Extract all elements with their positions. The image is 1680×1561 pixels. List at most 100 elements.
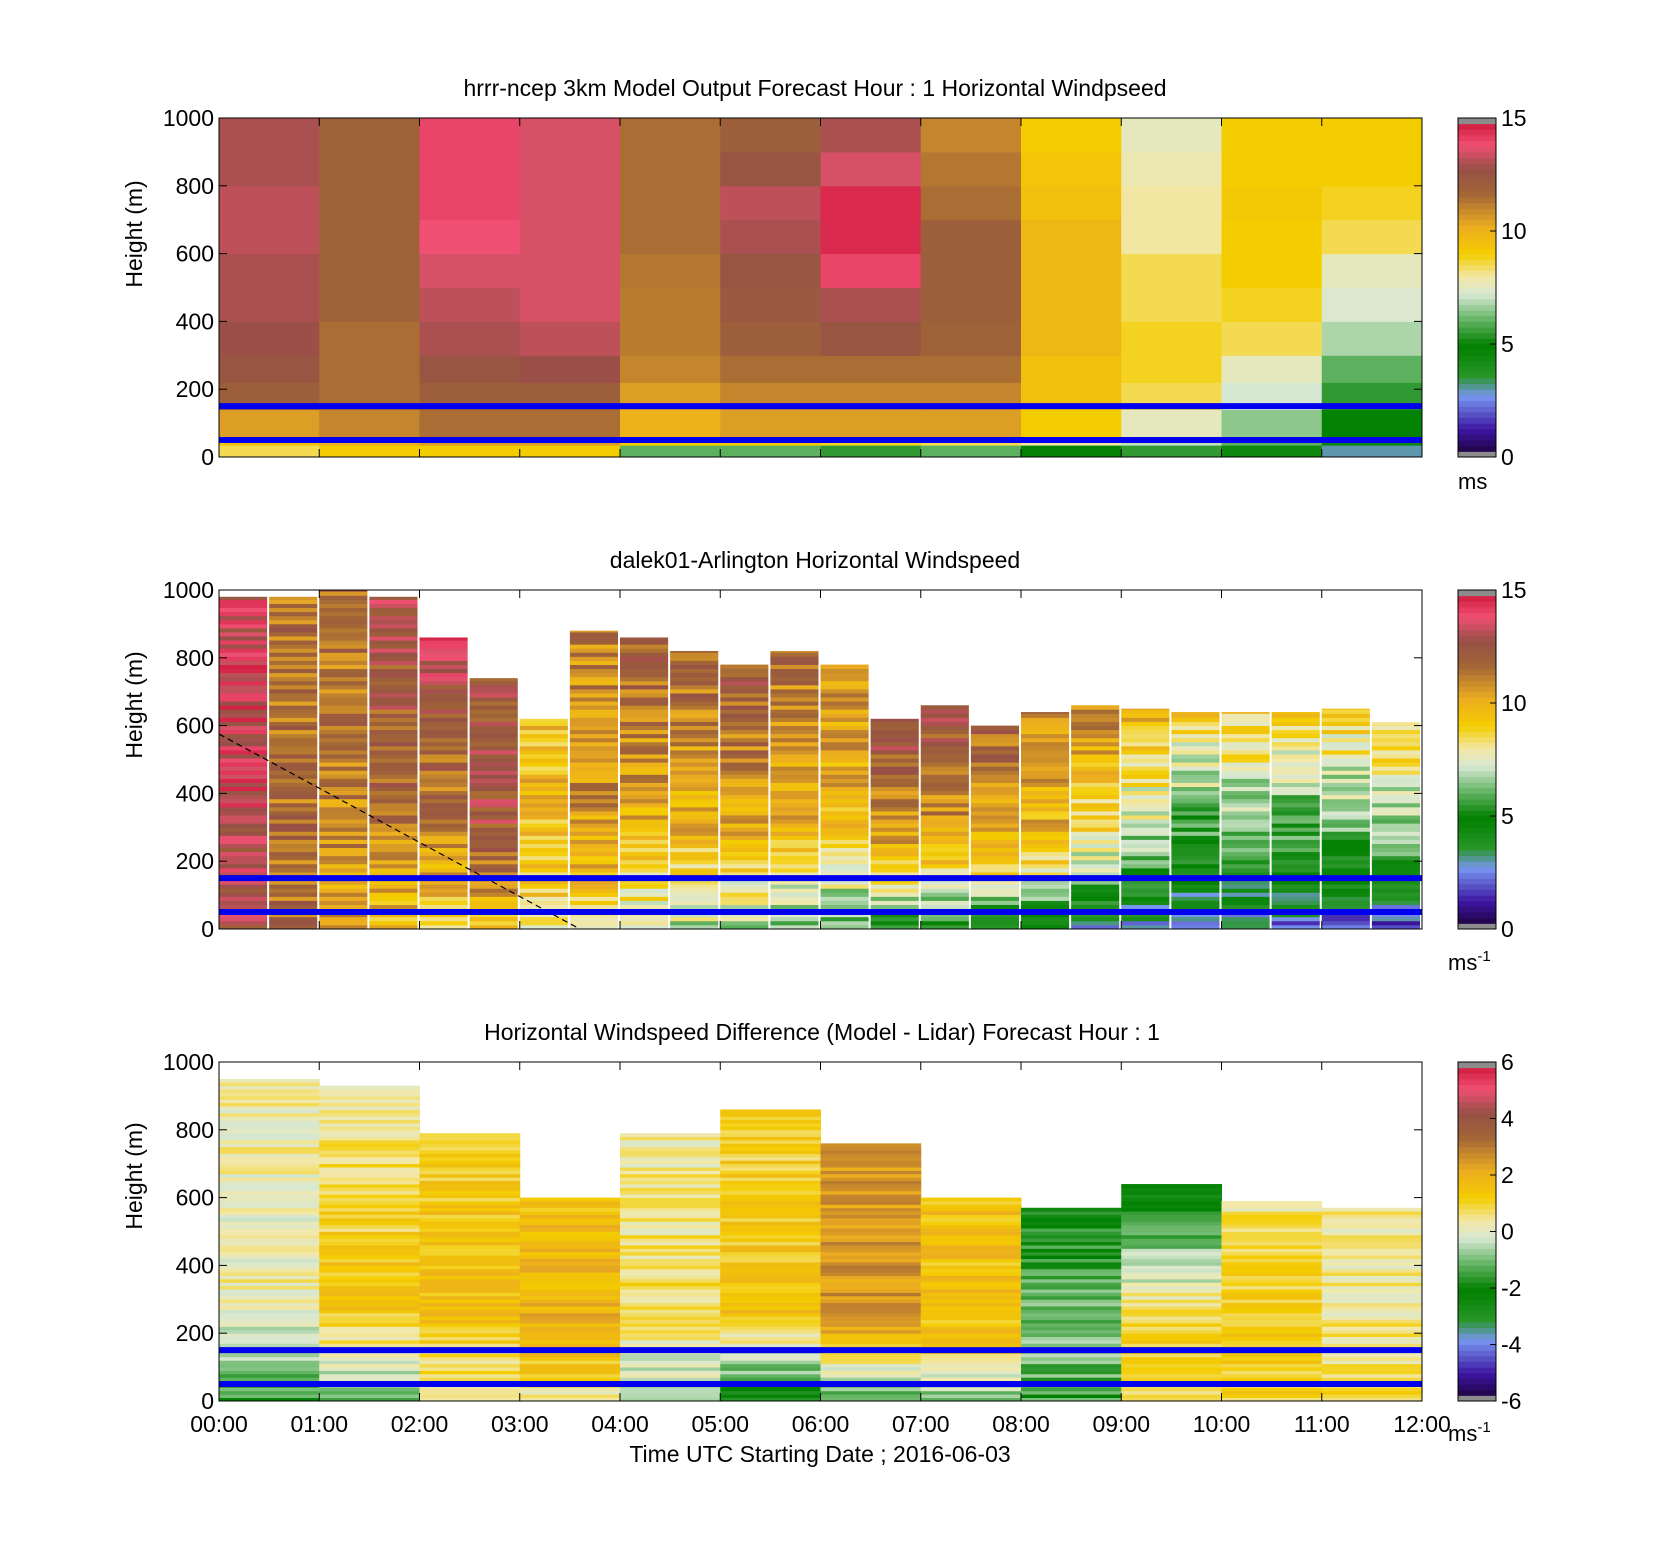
- heatmap-cell: [620, 750, 669, 755]
- heatmap-cell: [620, 1214, 721, 1219]
- colorbar-segment: [1458, 310, 1496, 317]
- heatmap-cell: [219, 1360, 320, 1365]
- colorbar-segment: [1458, 327, 1496, 334]
- heatmap-cell: [1171, 859, 1220, 865]
- heatmap-cell: [219, 827, 268, 832]
- heatmap-cell: [319, 1295, 420, 1300]
- heatmap-cell: [519, 831, 568, 836]
- heatmap-cell: [419, 1194, 521, 1198]
- heatmap-cell: [1121, 904, 1170, 910]
- heatmap-cell: [319, 660, 368, 665]
- heatmap-cell: [720, 1339, 821, 1344]
- heatmap-cell: [770, 680, 819, 686]
- heatmap-cell: [1021, 1367, 1122, 1371]
- heatmap-cell: [720, 770, 769, 775]
- heatmap-cell: [620, 1312, 721, 1317]
- heatmap-cell: [1021, 409, 1122, 438]
- heatmap-cell: [1171, 717, 1220, 722]
- heatmap-cell: [820, 1200, 922, 1205]
- heatmap-cell: [519, 1278, 621, 1283]
- heatmap-cell: [820, 684, 869, 690]
- heatmap-cell: [569, 904, 618, 910]
- heatmap-cell: [1271, 880, 1320, 885]
- heatmap-cell: [1221, 1211, 1323, 1215]
- heatmap-cell: [720, 1177, 821, 1182]
- heatmap-cell: [770, 847, 819, 853]
- heatmap-cell: [920, 1312, 1022, 1317]
- heatmap-cell: [219, 1367, 320, 1371]
- heatmap-cell: [1221, 1333, 1323, 1337]
- heatmap-cell: [1221, 321, 1323, 356]
- heatmap-cell: [269, 766, 318, 771]
- heatmap-cell: [1221, 806, 1270, 812]
- heatmap-cell: [1321, 924, 1370, 930]
- heatmap-cell: [369, 709, 418, 714]
- heatmap-cell: [1321, 819, 1370, 824]
- heatmap-cell: [820, 1377, 922, 1382]
- heatmap-cell: [1171, 867, 1220, 873]
- heatmap-cell: [1071, 904, 1120, 910]
- heatmap-cell: [419, 831, 468, 836]
- heatmap-cell: [419, 1133, 521, 1137]
- heatmap-cell: [319, 1197, 420, 1202]
- heatmap-cell: [1321, 1275, 1423, 1280]
- heatmap-cell: [620, 1251, 721, 1256]
- heatmap-cell: [1371, 831, 1420, 836]
- heatmap-cell: [319, 900, 368, 905]
- heatmap-cell: [419, 1336, 521, 1341]
- heatmap-cell: [720, 1160, 821, 1165]
- heatmap-cell: [419, 1268, 521, 1273]
- heatmap-cell: [720, 697, 769, 702]
- heatmap-cell: [319, 632, 368, 637]
- colorbar-segment: [1458, 646, 1496, 653]
- heatmap-cell: [1321, 1228, 1423, 1232]
- heatmap-cell: [770, 705, 819, 710]
- y-tick-label: 0: [201, 916, 214, 942]
- heatmap-cell: [319, 1394, 420, 1399]
- heatmap-cell: [419, 733, 468, 739]
- heatmap-cell: [1021, 884, 1070, 889]
- heatmap-cell: [519, 1197, 621, 1202]
- y-tick-label: 400: [176, 780, 214, 806]
- heatmap-cell: [469, 851, 518, 857]
- heatmap-cell: [820, 741, 869, 747]
- heatmap-cell: [219, 867, 268, 873]
- heatmap-cell: [1121, 798, 1170, 804]
- heatmap-cell: [1271, 712, 1320, 714]
- heatmap-cell: [219, 1299, 320, 1304]
- heatmap-cell: [519, 827, 568, 832]
- heatmap-cell: [519, 737, 568, 743]
- heatmap-cell: [419, 1299, 521, 1304]
- heatmap-cell: [970, 786, 1019, 792]
- heatmap-cell: [469, 688, 518, 694]
- heatmap-cell: [569, 888, 618, 893]
- heatmap-cell: [1121, 1278, 1222, 1283]
- heatmap-cell: [369, 705, 418, 710]
- heatmap-cell: [720, 916, 769, 922]
- heatmap-cell: [319, 847, 368, 853]
- heatmap-cell: [720, 1295, 821, 1300]
- heatmap-cell: [820, 713, 869, 718]
- heatmap-cell: [670, 920, 719, 926]
- heatmap-cell: [820, 823, 869, 828]
- heatmap-cell: [620, 721, 669, 726]
- heatmap-cell: [720, 1316, 821, 1321]
- heatmap-cell: [920, 1241, 1022, 1246]
- heatmap-cell: [219, 660, 268, 665]
- colorbar-segment: [1458, 816, 1496, 823]
- heatmap-cell: [1121, 1370, 1222, 1375]
- heatmap-cell: [920, 859, 969, 865]
- heatmap-cell: [269, 693, 318, 698]
- heatmap-cell: [319, 1248, 420, 1253]
- heatmap-cell: [720, 831, 769, 836]
- heatmap-cell: [1121, 1194, 1222, 1198]
- heatmap-cell: [720, 672, 769, 678]
- colorbar-segment: [1458, 612, 1496, 619]
- y-tick-label: 600: [176, 241, 214, 267]
- heatmap-cell: [319, 819, 368, 824]
- colorbar-segment: [1458, 663, 1496, 670]
- heatmap-cell: [269, 729, 318, 735]
- heatmap-cell: [219, 729, 268, 735]
- heatmap-cell: [419, 766, 468, 771]
